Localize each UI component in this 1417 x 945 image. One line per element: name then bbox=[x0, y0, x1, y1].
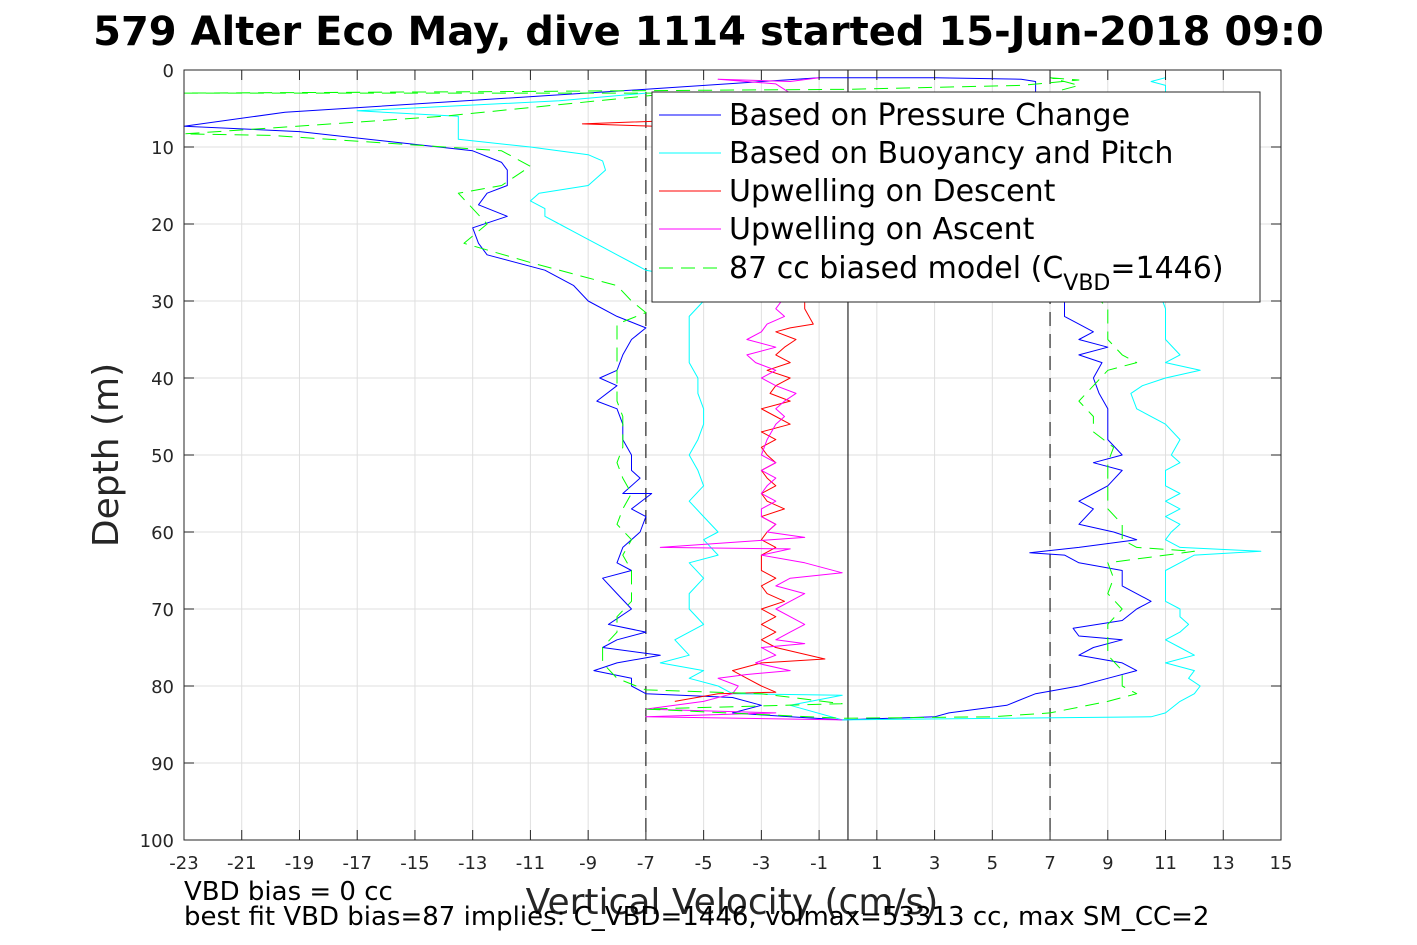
legend-label-descent: Upwelling on Descent bbox=[729, 174, 1056, 209]
y-tick-label: 90 bbox=[151, 754, 174, 775]
series-line-4 bbox=[183, 77, 1195, 719]
x-tick-label: -7 bbox=[637, 853, 655, 874]
x-tick-label: 3 bbox=[929, 853, 940, 874]
x-axis-label: Vertical Velocity (cm/s) bbox=[526, 882, 939, 923]
y-tick-label: 50 bbox=[151, 446, 174, 467]
y-axis-label: Depth (m) bbox=[86, 363, 127, 547]
chart-title: 579 Alter Eco May, dive 1114 started 15-… bbox=[93, 9, 1324, 55]
y-tick-label: 80 bbox=[151, 677, 174, 698]
legend-model-subscript: VBD bbox=[1063, 271, 1110, 296]
y-tick-label: 10 bbox=[151, 138, 174, 159]
axis-ticks: -23 -21 -19 -17 -15 -13 -11 -9 -7 -5 -3 -1 1 3 5 7 9 11 13… bbox=[140, 61, 1293, 874]
footer-vbd-bias: VBD bias = 0 cc bbox=[184, 877, 393, 907]
legend-label-buoyancy: Based on Buoyancy and Pitch bbox=[729, 136, 1173, 171]
footer-best-fit: best fit VBD bias=87 implies: C_VBD=1446… bbox=[184, 902, 1210, 932]
legend-model-suffix: =1446) bbox=[1110, 251, 1223, 286]
x-tick-label: 1 bbox=[871, 853, 882, 874]
x-tick-label: -19 bbox=[285, 853, 314, 874]
y-tick-label: 70 bbox=[151, 600, 174, 621]
x-tick-label: -13 bbox=[458, 853, 487, 874]
legend-box bbox=[651, 91, 1261, 303]
x-tick-label: 7 bbox=[1044, 853, 1055, 874]
x-tick-label: -9 bbox=[579, 853, 597, 874]
series-line-1 bbox=[356, 77, 1262, 721]
y-tick-label: 60 bbox=[151, 523, 174, 544]
x-tick-label: 13 bbox=[1212, 853, 1235, 874]
y-tick-label: 100 bbox=[140, 831, 174, 852]
series-line-0 bbox=[183, 77, 1152, 721]
x-tick-label: 5 bbox=[987, 853, 998, 874]
legend-label-ascent: Upwelling on Ascent bbox=[729, 212, 1035, 247]
x-tick-label: -17 bbox=[343, 853, 372, 874]
x-tick-label: -3 bbox=[752, 853, 770, 874]
y-tick-label: 20 bbox=[151, 215, 174, 236]
legend-model-prefix: 87 cc biased model (C bbox=[729, 251, 1063, 286]
x-tick-label: -23 bbox=[169, 853, 198, 874]
x-tick-label: 9 bbox=[1102, 853, 1113, 874]
series-layer bbox=[183, 77, 1262, 721]
legend-label-pressure: Based on Pressure Change bbox=[729, 98, 1130, 133]
legend-label-model: 87 cc biased model (CVBD=1446) bbox=[729, 251, 1224, 296]
legend: Based on Pressure Change Based on Buoyan… bbox=[651, 91, 1261, 303]
x-tick-label: 11 bbox=[1154, 853, 1177, 874]
x-tick-label: -11 bbox=[516, 853, 545, 874]
y-tick-label: 0 bbox=[163, 61, 174, 82]
x-tick-label: 15 bbox=[1270, 853, 1293, 874]
x-tick-label: -15 bbox=[400, 853, 429, 874]
x-tick-label: -21 bbox=[227, 853, 256, 874]
x-tick-label: -1 bbox=[810, 853, 828, 874]
y-tick-label: 40 bbox=[151, 369, 174, 390]
x-tick-label: -5 bbox=[695, 853, 713, 874]
y-tick-label: 30 bbox=[151, 292, 174, 313]
